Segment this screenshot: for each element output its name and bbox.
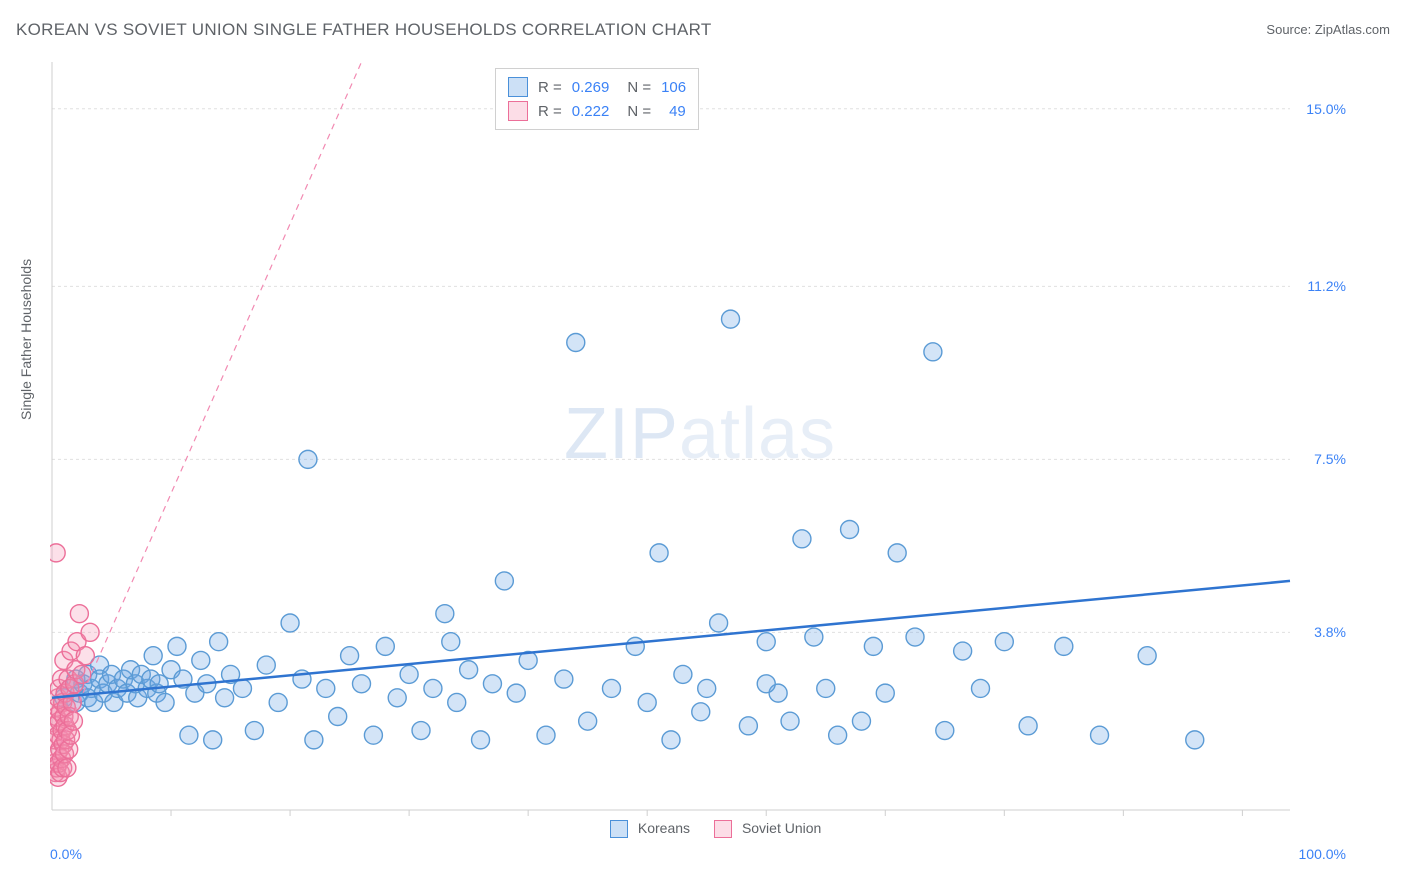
r-label: R = [538, 103, 562, 120]
swatch-blue-icon [610, 820, 628, 838]
r-value-koreans: 0.269 [572, 79, 610, 96]
n-label: N = [627, 103, 651, 120]
legend-row-koreans: R = 0.269 N = 106 [508, 75, 686, 99]
legend-koreans-label: Koreans [638, 820, 690, 836]
series-legend: Koreans Soviet Union [610, 820, 821, 838]
legend-item-koreans: Koreans [610, 820, 690, 838]
chart-title: KOREAN VS SOVIET UNION SINGLE FATHER HOU… [16, 20, 712, 40]
source-label: Source: [1266, 22, 1311, 37]
legend-soviet-label: Soviet Union [742, 820, 821, 836]
y-tick-label: 11.2% [1307, 278, 1346, 294]
source-attribution: Source: ZipAtlas.com [1266, 22, 1390, 37]
plot-area: ZIPatlas R = 0.269 N = 106 R = 0.222 N =… [50, 60, 1350, 840]
correlation-legend: R = 0.269 N = 106 R = 0.222 N = 49 [495, 68, 699, 130]
legend-row-soviet: R = 0.222 N = 49 [508, 99, 686, 123]
n-value-koreans: 106 [661, 79, 686, 96]
legend-item-soviet: Soviet Union [714, 820, 821, 838]
y-axis-label: Single Father Households [18, 259, 34, 420]
y-tick-label: 3.8% [1314, 624, 1346, 640]
source-site: ZipAtlas.com [1315, 22, 1390, 37]
y-tick-label: 15.0% [1306, 101, 1346, 117]
n-label: N = [627, 79, 651, 96]
n-value-soviet: 49 [669, 103, 686, 120]
x-origin-label: 0.0% [50, 846, 82, 862]
x-max-label: 100.0% [1299, 846, 1346, 862]
r-label: R = [538, 79, 562, 96]
swatch-pink-icon [508, 101, 528, 121]
swatch-pink-icon [714, 820, 732, 838]
y-tick-label: 7.5% [1314, 451, 1346, 467]
scatter-plot [50, 60, 1350, 840]
swatch-blue-icon [508, 77, 528, 97]
r-value-soviet: 0.222 [572, 103, 610, 120]
